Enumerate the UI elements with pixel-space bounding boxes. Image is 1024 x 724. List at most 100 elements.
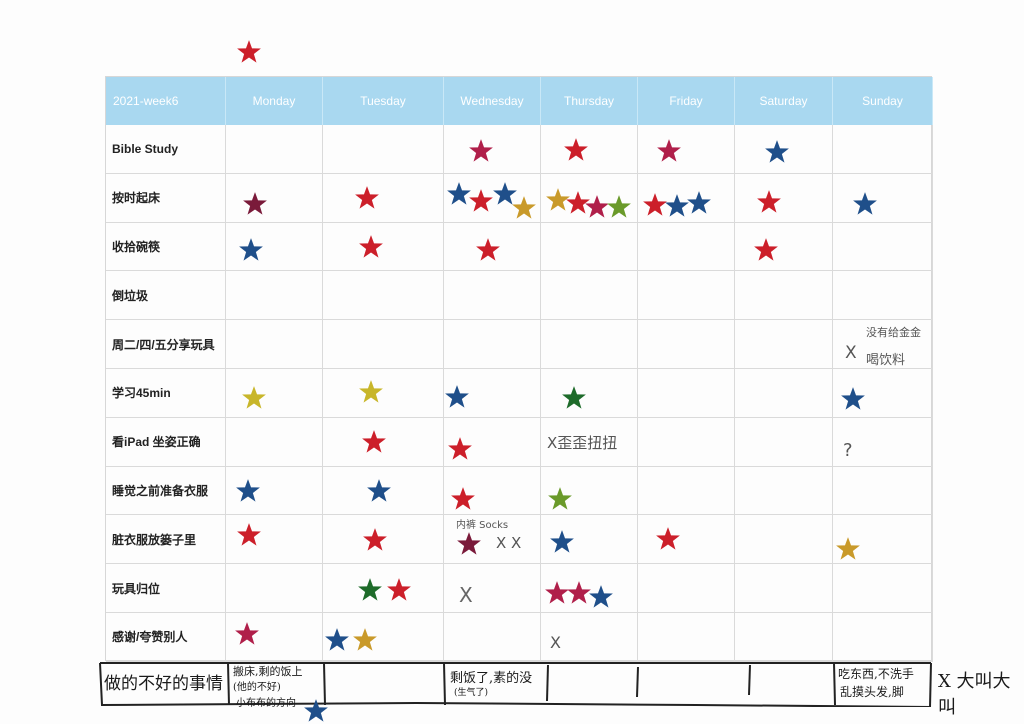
row-label-thank-praise: 感谢/夸赞别人: [106, 612, 226, 662]
table-cell: [444, 612, 541, 662]
table-cell: [833, 222, 933, 272]
row-label-take-out-trash: 倒垃圾: [106, 271, 226, 321]
table-cell: [638, 417, 735, 467]
table-cell: [444, 222, 541, 272]
table-cell: [323, 417, 444, 467]
table-cell: [323, 564, 444, 613]
table-cell: [735, 222, 833, 272]
row-label-ipad-posture: 看iPad 坐姿正确: [106, 417, 226, 467]
wednesday-laundry-x: X X: [496, 534, 522, 552]
table-cell: [226, 612, 323, 662]
table-cell: [226, 417, 323, 467]
table-cell: [541, 612, 638, 662]
extra-bad-note: X 大叫大叫: [938, 671, 1011, 718]
table-cell: [833, 564, 933, 613]
table-cell: [638, 173, 735, 223]
table-cell: [541, 417, 638, 467]
monday-bad-note-1: 搬床,剩的饭上: [233, 665, 303, 678]
table-cell: [541, 222, 638, 272]
table-cell: [541, 368, 638, 418]
row-label-wake-on-time: 按时起床: [106, 173, 226, 223]
table-cell: [735, 515, 833, 565]
sunday-share-note-top: 没有给金金: [866, 326, 921, 339]
table-cell: [226, 466, 323, 516]
table-cell: [444, 466, 541, 516]
table-cell: [735, 125, 833, 174]
table-cell: [226, 368, 323, 418]
table-cell: [735, 320, 833, 369]
row-label-share-toys: 周二/四/五分享玩具: [106, 320, 226, 369]
table-cell: [323, 515, 444, 565]
table-cell: [638, 320, 735, 369]
table-cell: [833, 320, 933, 369]
sunday-ipad-note: ?: [843, 440, 853, 461]
table-cell: [541, 271, 638, 321]
chore-chart-table: 2021-week6 Monday Tuesday Wednesday Thur…: [105, 76, 933, 662]
table-cell: [323, 368, 444, 418]
table-cell: [226, 222, 323, 272]
week-label: 2021-week6: [106, 77, 226, 125]
table-cell: [833, 417, 933, 467]
table-cell: [735, 271, 833, 321]
table-cell: [541, 564, 638, 613]
table-cell: [323, 271, 444, 321]
table-cell: [638, 612, 735, 662]
table-cell: [735, 564, 833, 613]
table-cell: [541, 125, 638, 174]
table-cell: [833, 515, 933, 565]
monday-bad-note-3: 小布布的方向: [236, 698, 296, 709]
table-cell: [735, 466, 833, 516]
bad-behavior-label: 做的不好的事情: [104, 674, 223, 694]
row-label-clear-dishes: 收拾碗筷: [106, 222, 226, 272]
sunday-bad-note-2: 乱摸头发,脚: [840, 685, 904, 699]
day-header-saturday: Saturday: [735, 77, 833, 125]
table-cell: [323, 125, 444, 174]
table-cell: [541, 173, 638, 223]
table-cell: [638, 222, 735, 272]
row-label-prepare-clothes: 睡觉之前准备衣服: [106, 466, 226, 516]
table-cell: [638, 125, 735, 174]
table-cell: [638, 368, 735, 418]
table-cell: [541, 466, 638, 516]
sunday-bad-note-1: 吃东西,不洗手: [838, 667, 914, 681]
monday-bad-note-2: (他的不好): [233, 682, 281, 693]
table-cell: [735, 368, 833, 418]
table-cell: [833, 612, 933, 662]
table-cell: [638, 466, 735, 516]
wednesday-laundry-note: 内裤 Socks: [456, 520, 509, 531]
day-header-sunday: Sunday: [833, 77, 933, 125]
table-cell: [226, 320, 323, 369]
table-cell: [226, 173, 323, 223]
table-cell: [444, 417, 541, 467]
table-cell: [323, 173, 444, 223]
bad-behavior-row: 做的不好的事情 搬床,剩的饭上 (他的不好) 小布布的方向 剩饭了,素的没 (生…: [96, 661, 1024, 718]
table-cell: [444, 320, 541, 369]
table-cell: [541, 515, 638, 565]
row-label-tidy-toys: 玩具归位: [106, 564, 226, 613]
table-cell: [638, 271, 735, 321]
thursday-thanks-x: X: [550, 633, 561, 652]
table-cell: [735, 173, 833, 223]
day-header-thursday: Thursday: [541, 77, 638, 125]
table-cell: [833, 368, 933, 418]
table-cell: [323, 466, 444, 516]
table-cell: [323, 320, 444, 369]
row-label-bible-study: Bible Study: [106, 125, 226, 174]
sunday-share-note-bottom: 喝饮料: [866, 353, 906, 368]
day-header-monday: Monday: [226, 77, 323, 125]
star-icon: [236, 39, 262, 65]
hand-drawn-border: [99, 662, 932, 707]
row-label-study: 学习45min: [106, 368, 226, 418]
table-cell: [444, 368, 541, 418]
table-cell: [444, 173, 541, 223]
table-cell: [833, 173, 933, 223]
table-cell: [541, 320, 638, 369]
row-label-laundry-basket: 脏衣服放篓子里: [106, 515, 226, 565]
wednesday-bad-note-1: 剩饭了,素的没: [450, 671, 533, 686]
table-cell: [226, 125, 323, 174]
wednesday-bad-note-2: (生气了): [454, 688, 489, 698]
day-header-wednesday: Wednesday: [444, 77, 541, 125]
table-cell: [638, 564, 735, 613]
table-cell: [833, 125, 933, 174]
